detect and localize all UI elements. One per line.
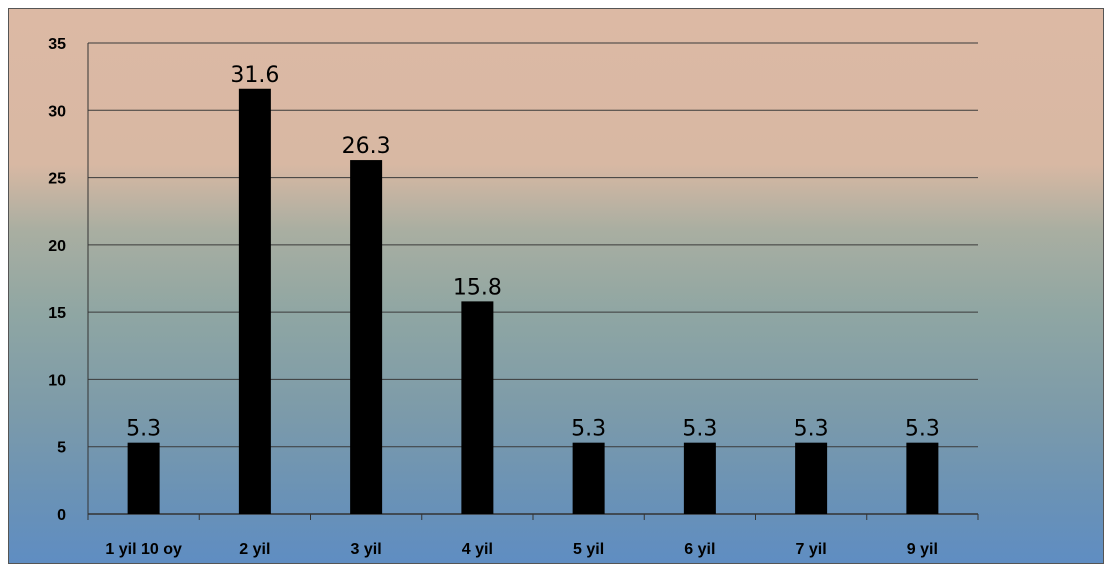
data-label: 5.3	[126, 417, 161, 442]
x-tick-label: 6 yil	[684, 541, 715, 558]
y-tick-label: 15	[48, 305, 66, 322]
x-tick-label: 4 yil	[462, 541, 493, 558]
y-tick-label: 35	[48, 36, 66, 53]
x-tick-label: 2 yil	[239, 541, 270, 558]
bar	[238, 88, 271, 515]
x-tick-label: 7 yil	[796, 541, 827, 558]
x-tick-label: 1 yil 10 oy	[105, 541, 182, 558]
data-label: 26.3	[342, 134, 391, 159]
data-label: 5.3	[571, 417, 606, 442]
bar	[127, 442, 160, 514]
data-label: 31.6	[230, 63, 279, 88]
x-tick-label: 3 yil	[351, 541, 382, 558]
data-label: 5.3	[682, 417, 717, 442]
bar	[461, 301, 494, 514]
bar	[350, 160, 383, 514]
y-tick-label: 5	[57, 440, 66, 457]
data-label: 15.8	[453, 275, 502, 300]
y-tick-label: 10	[48, 372, 66, 389]
bar	[906, 442, 939, 514]
y-tick-label: 25	[48, 171, 66, 188]
bar	[795, 442, 828, 514]
y-tick-label: 20	[48, 238, 66, 255]
x-tick-label: 5 yil	[573, 541, 604, 558]
y-tick-label: 30	[48, 103, 66, 120]
y-tick-label: 0	[57, 507, 66, 524]
data-label: 5.3	[905, 417, 940, 442]
x-tick-label: 9 yil	[907, 541, 938, 558]
data-label: 5.3	[794, 417, 829, 442]
bar	[572, 442, 605, 514]
bar	[683, 442, 716, 514]
